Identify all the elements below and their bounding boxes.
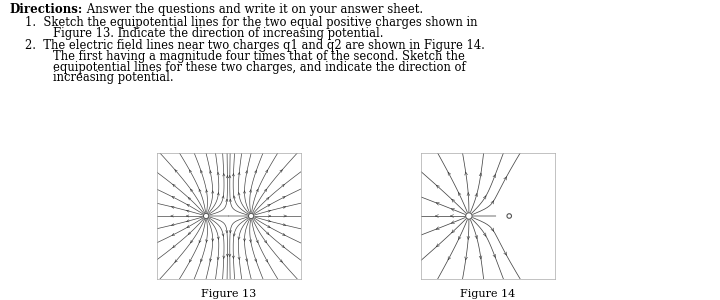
Text: Directions:: Directions: [9, 4, 83, 16]
Text: 1.  Sketch the equipotential lines for the two equal positive charges shown in: 1. Sketch the equipotential lines for th… [25, 16, 477, 29]
Circle shape [507, 214, 511, 218]
Text: Answer the questions and write it on your answer sheet.: Answer the questions and write it on you… [83, 4, 423, 16]
Text: Figure 13. Indicate the direction of increasing potential.: Figure 13. Indicate the direction of inc… [53, 27, 383, 40]
Text: Figure 13: Figure 13 [201, 289, 256, 299]
Circle shape [203, 213, 209, 219]
Circle shape [466, 213, 472, 219]
Text: increasing potential.: increasing potential. [53, 71, 174, 84]
Circle shape [248, 213, 253, 219]
Text: equipotential lines for these two charges, and indicate the direction of: equipotential lines for these two charge… [53, 61, 465, 74]
Text: Figure 14: Figure 14 [460, 289, 516, 299]
Text: The first having a magnitude four times that of the second. Sketch the: The first having a magnitude four times … [53, 50, 464, 63]
Text: 2.  The electric field lines near two charges q1 and q2 are shown in Figure 14.: 2. The electric field lines near two cha… [25, 39, 485, 52]
